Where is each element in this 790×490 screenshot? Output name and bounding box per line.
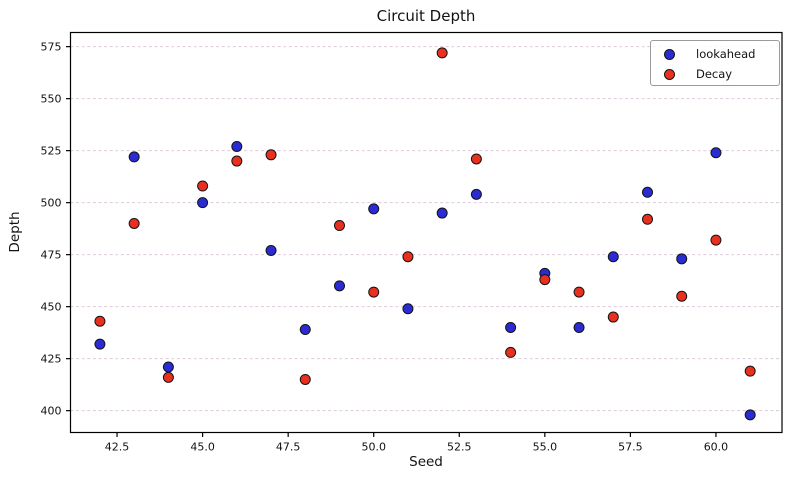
data-point-lookahead (197, 197, 209, 209)
x-tick-label: 42.5 (105, 441, 130, 454)
y-tick-label: 500 (41, 196, 62, 209)
data-point-Decay (539, 274, 551, 286)
legend-label-lookahead: lookahead (696, 47, 756, 61)
data-point-Decay (642, 213, 654, 225)
x-tick-label: 52.5 (447, 441, 472, 454)
y-tick-label: 575 (41, 40, 62, 53)
data-point-lookahead (231, 140, 243, 152)
data-point-lookahead (368, 203, 380, 215)
data-point-Decay (265, 149, 277, 161)
legend-marker-decay-icon (664, 68, 675, 80)
legend-item-decay: Decay (664, 64, 779, 84)
data-point-Decay (368, 286, 380, 298)
data-point-Decay (197, 180, 209, 192)
y-axis-label: Depth (7, 211, 23, 253)
y-tick-label: 425 (41, 352, 62, 365)
x-tick-label: 50.0 (361, 441, 386, 454)
data-point-Decay (710, 234, 722, 246)
data-point-Decay (607, 311, 619, 323)
legend-marker-lookahead-icon (664, 48, 675, 60)
data-point-lookahead (710, 147, 722, 159)
data-point-Decay (162, 371, 174, 383)
data-point-Decay (333, 220, 345, 232)
x-tick-label: 60.0 (704, 441, 729, 454)
data-point-Decay (436, 47, 448, 59)
y-tick-label: 550 (41, 92, 62, 105)
x-tick-label: 55.0 (533, 441, 558, 454)
data-point-lookahead (402, 303, 414, 315)
data-point-Decay (94, 315, 106, 327)
data-point-lookahead (162, 361, 174, 373)
data-point-Decay (402, 251, 414, 263)
y-tick-label: 475 (41, 248, 62, 261)
plot-border (69, 31, 783, 434)
data-point-lookahead (676, 253, 688, 265)
data-point-Decay (231, 155, 243, 167)
data-point-lookahead (505, 321, 517, 333)
legend: lookahead Decay (650, 40, 780, 86)
data-point-lookahead (436, 207, 448, 219)
data-point-lookahead (128, 151, 140, 163)
x-tick-label: 57.5 (618, 441, 643, 454)
data-point-Decay (676, 290, 688, 302)
data-point-lookahead (642, 186, 654, 198)
data-point-Decay (573, 286, 585, 298)
y-tick-label: 450 (41, 300, 62, 313)
y-tick-label: 400 (41, 404, 62, 417)
data-point-lookahead (265, 244, 277, 256)
data-point-Decay (128, 217, 140, 229)
data-point-Decay (470, 153, 482, 165)
data-point-lookahead (94, 338, 106, 350)
data-point-Decay (299, 373, 311, 385)
data-point-lookahead (607, 251, 619, 263)
data-point-lookahead (333, 280, 345, 292)
data-point-lookahead (470, 188, 482, 200)
data-point-Decay (505, 346, 517, 358)
x-axis-label: Seed (409, 454, 443, 470)
data-point-lookahead (299, 324, 311, 336)
data-point-Decay (744, 365, 756, 377)
chart-title: Circuit Depth (376, 7, 476, 25)
x-tick-label: 45.0 (190, 441, 215, 454)
legend-item-lookahead: lookahead (664, 44, 779, 64)
y-tick-label: 525 (41, 144, 62, 157)
legend-label-decay: Decay (696, 67, 733, 81)
x-tick-label: 47.5 (276, 441, 301, 454)
data-point-lookahead (573, 321, 585, 333)
data-point-lookahead (744, 409, 756, 421)
